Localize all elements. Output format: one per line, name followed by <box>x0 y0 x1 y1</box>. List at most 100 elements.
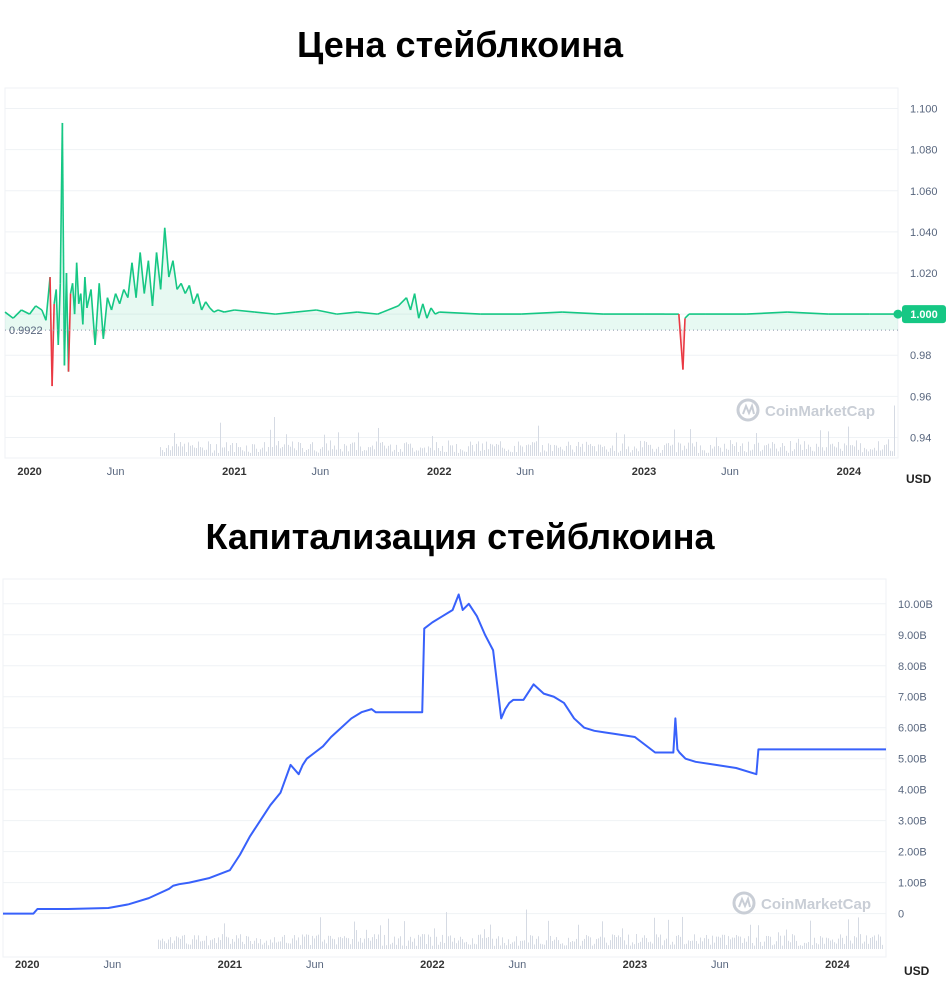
volume-bar <box>470 944 471 949</box>
volume-bar <box>394 449 395 456</box>
price-chart[interactable]: CoinMarketCap 0.9922 1.100 1.080 1.060 1.04… <box>0 80 950 500</box>
volume-bar <box>352 442 353 456</box>
volume-bar <box>174 433 175 456</box>
volume-bar <box>604 937 605 949</box>
grid <box>3 603 886 915</box>
volume-bar <box>168 445 169 456</box>
volume-bar <box>816 443 817 456</box>
volume-bar <box>512 452 513 456</box>
volume-bar <box>508 449 509 456</box>
volume-bar <box>202 447 203 456</box>
volume-bar <box>610 940 611 949</box>
volume-bar <box>868 943 869 949</box>
volume-bar <box>626 944 627 949</box>
volume-bar <box>182 935 183 949</box>
volume-bar <box>596 451 597 456</box>
volume-bar <box>492 938 493 949</box>
volume-bar <box>806 449 807 456</box>
volume-bar <box>530 935 531 949</box>
volume-bar <box>510 943 511 949</box>
volume-bar <box>400 936 401 949</box>
volume-bar <box>790 441 791 456</box>
volume-bar <box>720 937 721 949</box>
volume-bar <box>420 936 421 949</box>
volume-bar <box>280 448 281 456</box>
volume-bar <box>730 440 731 456</box>
y-tick-label: 1.060 <box>910 186 938 198</box>
price-segment <box>84 277 88 308</box>
volume-bar <box>694 446 695 456</box>
volume-bar <box>160 447 161 456</box>
volume-bar <box>814 937 815 949</box>
volume-bar <box>498 444 499 456</box>
volume-bar <box>732 444 733 456</box>
volume-bar <box>494 945 495 949</box>
volume-bar <box>592 446 593 456</box>
price-segment <box>234 309 255 313</box>
volume-bar <box>726 448 727 456</box>
volume-bar <box>230 445 231 456</box>
volume-bar <box>480 450 481 456</box>
volume-bar <box>588 936 589 949</box>
price-segment <box>106 297 113 311</box>
volume-bar <box>820 936 821 949</box>
volume-bar <box>242 941 243 949</box>
volume-bar <box>702 450 703 456</box>
volume-bar <box>494 446 495 456</box>
x-tick-label: 2021 <box>218 959 242 971</box>
volume-bar <box>256 448 257 456</box>
price-segment <box>200 301 207 311</box>
volume-bar <box>232 938 233 949</box>
x-tick-label: Jun <box>312 466 330 478</box>
volume-bar <box>724 443 725 456</box>
volume-bar <box>866 935 867 949</box>
volume-bar <box>706 934 707 949</box>
volume-bar <box>326 443 327 456</box>
volume-bar <box>780 447 781 456</box>
volume-bar <box>234 941 235 949</box>
volume-bar <box>560 943 561 949</box>
volume-bar <box>860 443 861 456</box>
volume-bar <box>760 941 761 949</box>
x-tick-label: 2022 <box>420 959 444 971</box>
volume-bar <box>574 941 575 949</box>
volume-bar <box>784 935 785 949</box>
price-segment <box>562 311 604 315</box>
volume-bar <box>546 451 547 456</box>
volume-bar <box>422 448 423 456</box>
volume-bar <box>250 452 251 456</box>
watermark: CoinMarketCap <box>736 398 875 422</box>
volume-bar <box>570 942 571 949</box>
marketcap-chart[interactable]: CoinMarketCap 10.00B 9.00B 8.00B 7.00B 6.00B… <box>0 575 950 989</box>
volume-bar <box>822 447 823 456</box>
volume-bar <box>722 934 723 949</box>
volume-bar <box>642 937 643 949</box>
volume-bar <box>378 427 379 456</box>
volume-bar <box>652 943 653 949</box>
volume-bar <box>782 443 783 456</box>
volume-bar <box>308 449 309 456</box>
volume-bar <box>702 941 703 949</box>
volume-bar <box>806 943 807 949</box>
volume-bar <box>408 444 409 456</box>
volume-bar <box>670 445 671 456</box>
volume-bar <box>244 451 245 456</box>
volume-bar <box>286 942 287 949</box>
volume-bar <box>568 441 569 456</box>
volume-bar <box>462 450 463 456</box>
volume-bar <box>204 450 205 456</box>
volume-bar <box>826 447 827 456</box>
volume-bar <box>704 938 705 949</box>
price-segment <box>114 293 121 305</box>
volume-bar <box>818 446 819 456</box>
volume-bar <box>518 441 519 456</box>
volume-bar <box>442 445 443 456</box>
volume-bar <box>812 945 813 949</box>
price-segment <box>192 293 199 305</box>
volume-bar <box>872 449 873 456</box>
volume-bar <box>856 937 857 949</box>
volume-bar <box>238 938 239 949</box>
volume-bar <box>416 945 417 949</box>
volume-bar <box>688 442 689 456</box>
price-segment <box>135 252 141 298</box>
